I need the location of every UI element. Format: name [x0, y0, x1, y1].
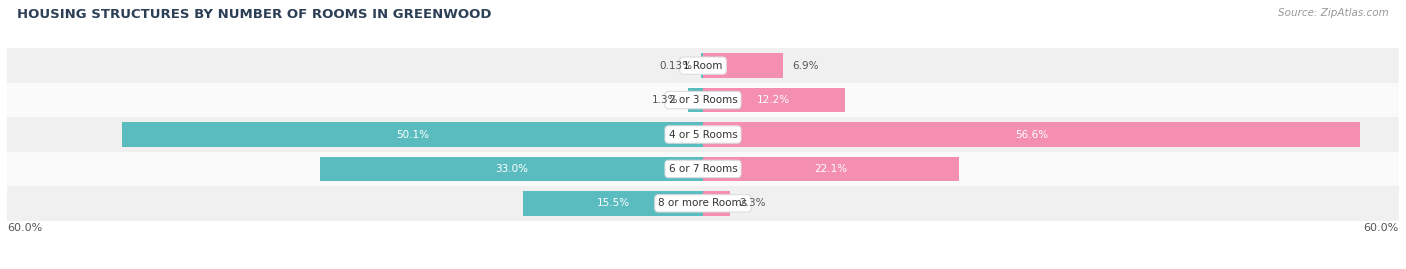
Bar [703, 122, 1360, 147]
Bar [7, 48, 1399, 83]
Text: 6 or 7 Rooms: 6 or 7 Rooms [669, 164, 737, 174]
Bar [122, 122, 703, 147]
Text: HOUSING STRUCTURES BY NUMBER OF ROOMS IN GREENWOOD: HOUSING STRUCTURES BY NUMBER OF ROOMS IN… [17, 8, 491, 21]
Text: 33.0%: 33.0% [495, 164, 529, 174]
Bar [7, 186, 1399, 221]
Text: 6.9%: 6.9% [793, 61, 818, 71]
Bar [321, 157, 703, 181]
Text: 0.13%: 0.13% [659, 61, 692, 71]
Bar [702, 53, 703, 78]
Text: 12.2%: 12.2% [758, 95, 790, 105]
Text: 50.1%: 50.1% [396, 129, 429, 140]
Text: 60.0%: 60.0% [7, 223, 42, 233]
Text: Source: ZipAtlas.com: Source: ZipAtlas.com [1278, 8, 1389, 18]
Text: 15.5%: 15.5% [596, 198, 630, 208]
Text: 4 or 5 Rooms: 4 or 5 Rooms [669, 129, 737, 140]
Text: 2 or 3 Rooms: 2 or 3 Rooms [669, 95, 737, 105]
Text: 1.3%: 1.3% [652, 95, 679, 105]
Text: 2.3%: 2.3% [740, 198, 765, 208]
Bar [703, 88, 845, 112]
Bar [7, 152, 1399, 186]
Bar [688, 88, 703, 112]
Bar [7, 83, 1399, 117]
Bar [523, 191, 703, 216]
Bar [703, 53, 783, 78]
Bar [703, 157, 959, 181]
Text: 8 or more Rooms: 8 or more Rooms [658, 198, 748, 208]
Text: 56.6%: 56.6% [1015, 129, 1047, 140]
Text: 1 Room: 1 Room [683, 61, 723, 71]
Text: 60.0%: 60.0% [1364, 223, 1399, 233]
Bar [7, 117, 1399, 152]
Bar [703, 191, 730, 216]
Text: 22.1%: 22.1% [814, 164, 848, 174]
